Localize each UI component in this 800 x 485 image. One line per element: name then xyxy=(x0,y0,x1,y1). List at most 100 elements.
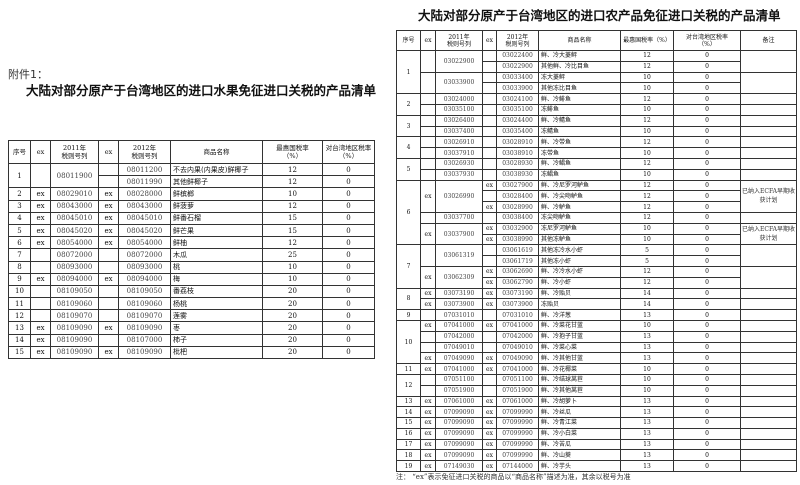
tariff-code-2012: 07042000 xyxy=(496,330,539,343)
taiwan-rate: 0 xyxy=(673,330,741,343)
table-row: 2 03024000 03024100 鲜、冷鲱鱼 12 0 xyxy=(396,93,797,116)
product-name: 鲜、冷芋头 xyxy=(538,460,621,473)
remark xyxy=(740,352,797,365)
product-name: 冻尼罗河鲈鱼 xyxy=(538,222,621,235)
row-number: 15 xyxy=(396,417,421,429)
ex-2012: ex xyxy=(482,427,497,440)
row-number: 9 xyxy=(396,309,421,321)
ex-2012 xyxy=(98,309,119,323)
row-number: 5 xyxy=(8,223,31,238)
ex-2012: ex xyxy=(482,233,497,246)
tariff-code-2012: 08028000 xyxy=(118,187,171,201)
taiwan-rate: 0 xyxy=(673,201,741,213)
taiwan-rate: 0 xyxy=(673,363,741,375)
ex-2012 xyxy=(482,136,497,149)
tariff-code-2012: 07049090 xyxy=(496,352,539,365)
remark xyxy=(740,103,797,116)
ex-2011 xyxy=(420,103,436,116)
tariff-code-2011: 03073900 xyxy=(435,298,483,311)
table-row: 12 07051100 07051100 鲜、冷结球莴苣 10 0 xyxy=(396,373,797,397)
remark xyxy=(740,449,797,462)
tariff-code-2012: 03028990 xyxy=(496,201,539,213)
tariff-code-2011: 08109050 xyxy=(50,284,99,299)
tariff-code-2012: 08045010 xyxy=(118,211,171,225)
ex-2012: ex xyxy=(482,417,497,429)
ex-2012 xyxy=(482,93,497,105)
ex-2012: ex xyxy=(482,222,497,235)
mfn-rate: 13 xyxy=(620,395,674,408)
ex-2011: ex xyxy=(420,222,436,246)
ex-2011: ex xyxy=(420,319,436,332)
mfn-rate: 10 xyxy=(620,168,674,181)
tariff-code-2012: 03038400 xyxy=(496,211,539,224)
ex-2012 xyxy=(98,175,119,189)
product-name: 鲜、冷鲱鱼 xyxy=(538,93,621,105)
row-number: 10 xyxy=(396,319,421,365)
taiwan-rate: 0 xyxy=(673,255,741,267)
tariff-code-2011: 03026910 xyxy=(435,136,483,149)
remark xyxy=(740,373,797,386)
table-row: 6 ex 08054000 ex 08054000 鲜柚 12 0 xyxy=(8,236,375,250)
ex-2012: ex xyxy=(482,276,497,289)
row-number: 14 xyxy=(8,333,31,347)
product-name: 鲜、冷苦瓜 xyxy=(538,438,621,451)
mfn-rate: 12 xyxy=(620,136,674,149)
ex-2012: ex xyxy=(98,223,119,238)
table-row: ex 03028990 鲜、冷鲈鱼 12 0 xyxy=(397,201,797,213)
tariff-code-2011: 03026400 xyxy=(435,114,483,127)
taiwan-rate: 0 xyxy=(673,114,741,127)
mfn-rate: 10 xyxy=(620,233,674,246)
table-row: 03037930 03038930 冻鲳鱼 10 0 xyxy=(397,168,797,181)
row-number: 11 xyxy=(8,297,31,311)
tariff-code-2012: 08109060 xyxy=(118,297,171,311)
ex-2011: ex xyxy=(420,417,436,429)
taiwan-rate: 0 xyxy=(322,236,375,250)
column-header: ex xyxy=(30,140,51,164)
ex-2011: ex xyxy=(30,223,51,238)
product-name: 枣 xyxy=(170,321,263,335)
tariff-code-2011: 03024000 xyxy=(435,93,483,105)
tariff-code-2012: 03028400 xyxy=(496,190,539,203)
remark xyxy=(740,265,797,289)
taiwan-rate: 0 xyxy=(673,60,741,73)
tariff-code-2012: 03038930 xyxy=(496,168,539,181)
remark xyxy=(740,114,797,127)
tariff-code-2012: 03022400 xyxy=(496,50,539,62)
tariff-code-2011: 07049010 xyxy=(435,341,483,354)
product-name: 其他鲜椰子 xyxy=(170,175,263,189)
ex-2012 xyxy=(482,125,497,138)
mfn-rate: 13 xyxy=(620,449,674,462)
product-name: 鲜、冷丝瓜 xyxy=(538,406,621,419)
mfn-rate: 15 xyxy=(262,211,323,225)
tariff-code-2011: 03022900 xyxy=(435,50,483,73)
ex-2012 xyxy=(98,284,119,299)
remark xyxy=(740,244,797,267)
tariff-code-2011: 03033900 xyxy=(435,71,483,95)
right-table-title: 大陆对部分原产于台湾地区的进口农产品免征进口关税的产品清单 xyxy=(418,8,781,23)
ex-2011: ex xyxy=(420,287,436,300)
table-row: 15 ex 07099090 ex 07099990 鲜、冷青江菜 13 0 xyxy=(396,417,797,429)
product-name: 其他冻比目鱼 xyxy=(538,82,621,95)
mfn-rate: 20 xyxy=(262,284,323,299)
taiwan-rate: 0 xyxy=(322,162,375,177)
column-header: 对台湾地区税率 （%） xyxy=(322,140,375,164)
mfn-rate: 10 xyxy=(620,319,674,332)
product-name: 鲜菠萝 xyxy=(170,199,263,213)
column-header: ex xyxy=(98,140,119,164)
ex-2011 xyxy=(420,157,436,170)
row-number: 11 xyxy=(396,363,421,375)
taiwan-rate: 0 xyxy=(673,265,741,278)
column-header: 备注 xyxy=(740,30,797,51)
table-row: 7 03061319 03061619 其他冻冷水小虾 5 0 xyxy=(396,244,797,289)
tariff-code-2011: 08109060 xyxy=(50,297,99,311)
mfn-rate: 13 xyxy=(620,438,674,451)
taiwan-rate: 0 xyxy=(673,373,741,386)
tariff-code-2012: 03027900 xyxy=(496,179,539,192)
taiwan-rate: 0 xyxy=(673,276,741,289)
table-row: 13 ex 07061000 ex 07061000 鲜、冷胡萝卜 13 0 xyxy=(396,395,797,408)
tariff-code-2011: 08109070 xyxy=(50,309,99,323)
mfn-rate: 10 xyxy=(620,125,674,138)
taiwan-rate: 0 xyxy=(673,147,741,159)
ex-2011: ex xyxy=(30,236,51,250)
mfn-rate: 20 xyxy=(262,297,323,311)
